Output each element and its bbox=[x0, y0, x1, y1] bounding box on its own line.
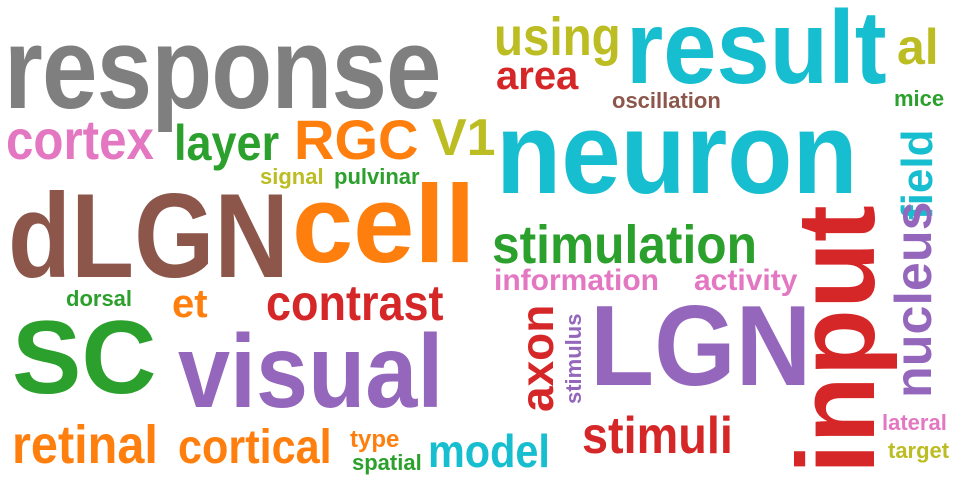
word-stimulation: stimulation bbox=[492, 215, 757, 275]
word-axon: axon bbox=[511, 304, 563, 412]
word-using: using bbox=[494, 7, 621, 67]
word-dlgn: dLGN bbox=[8, 169, 289, 303]
word-information: information bbox=[494, 264, 659, 297]
word-nucleus: nucleus bbox=[885, 201, 943, 399]
word-rgc: RGC bbox=[294, 108, 419, 171]
word-activity: activity bbox=[694, 264, 798, 297]
word-retinal: retinal bbox=[12, 415, 158, 475]
word-mice: mice bbox=[894, 86, 945, 111]
word-lgn: LGN bbox=[590, 283, 812, 410]
word-lateral: lateral bbox=[882, 410, 947, 435]
word-layer: layer bbox=[174, 115, 280, 171]
word-al: al bbox=[897, 19, 939, 75]
word-et: et bbox=[172, 282, 208, 326]
word-pulvinar: pulvinar bbox=[334, 164, 420, 189]
word-oscillation: oscillation bbox=[612, 88, 721, 113]
word-target: target bbox=[888, 438, 950, 463]
word-type: type bbox=[350, 426, 400, 453]
word-sc: SC bbox=[12, 300, 157, 416]
word-dorsal: dorsal bbox=[66, 286, 133, 311]
word-area: area bbox=[496, 54, 579, 98]
word-cell: cell bbox=[292, 163, 476, 286]
word-result: result bbox=[626, 0, 887, 106]
word-contrast: contrast bbox=[266, 275, 444, 331]
word-visual: visual bbox=[178, 314, 444, 430]
word-cortical: cortical bbox=[178, 421, 332, 474]
word-v1: V1 bbox=[432, 109, 496, 167]
word-stimulus: stimulus bbox=[561, 313, 586, 404]
word-spatial: spatial bbox=[352, 450, 422, 475]
word-neuron: neuron bbox=[496, 88, 858, 218]
word-model: model bbox=[428, 425, 550, 477]
word-response: response bbox=[4, 3, 442, 133]
word-stimuli: stimuli bbox=[582, 407, 733, 465]
word-signal: signal bbox=[260, 164, 324, 189]
word-cortex: cortex bbox=[6, 108, 154, 171]
